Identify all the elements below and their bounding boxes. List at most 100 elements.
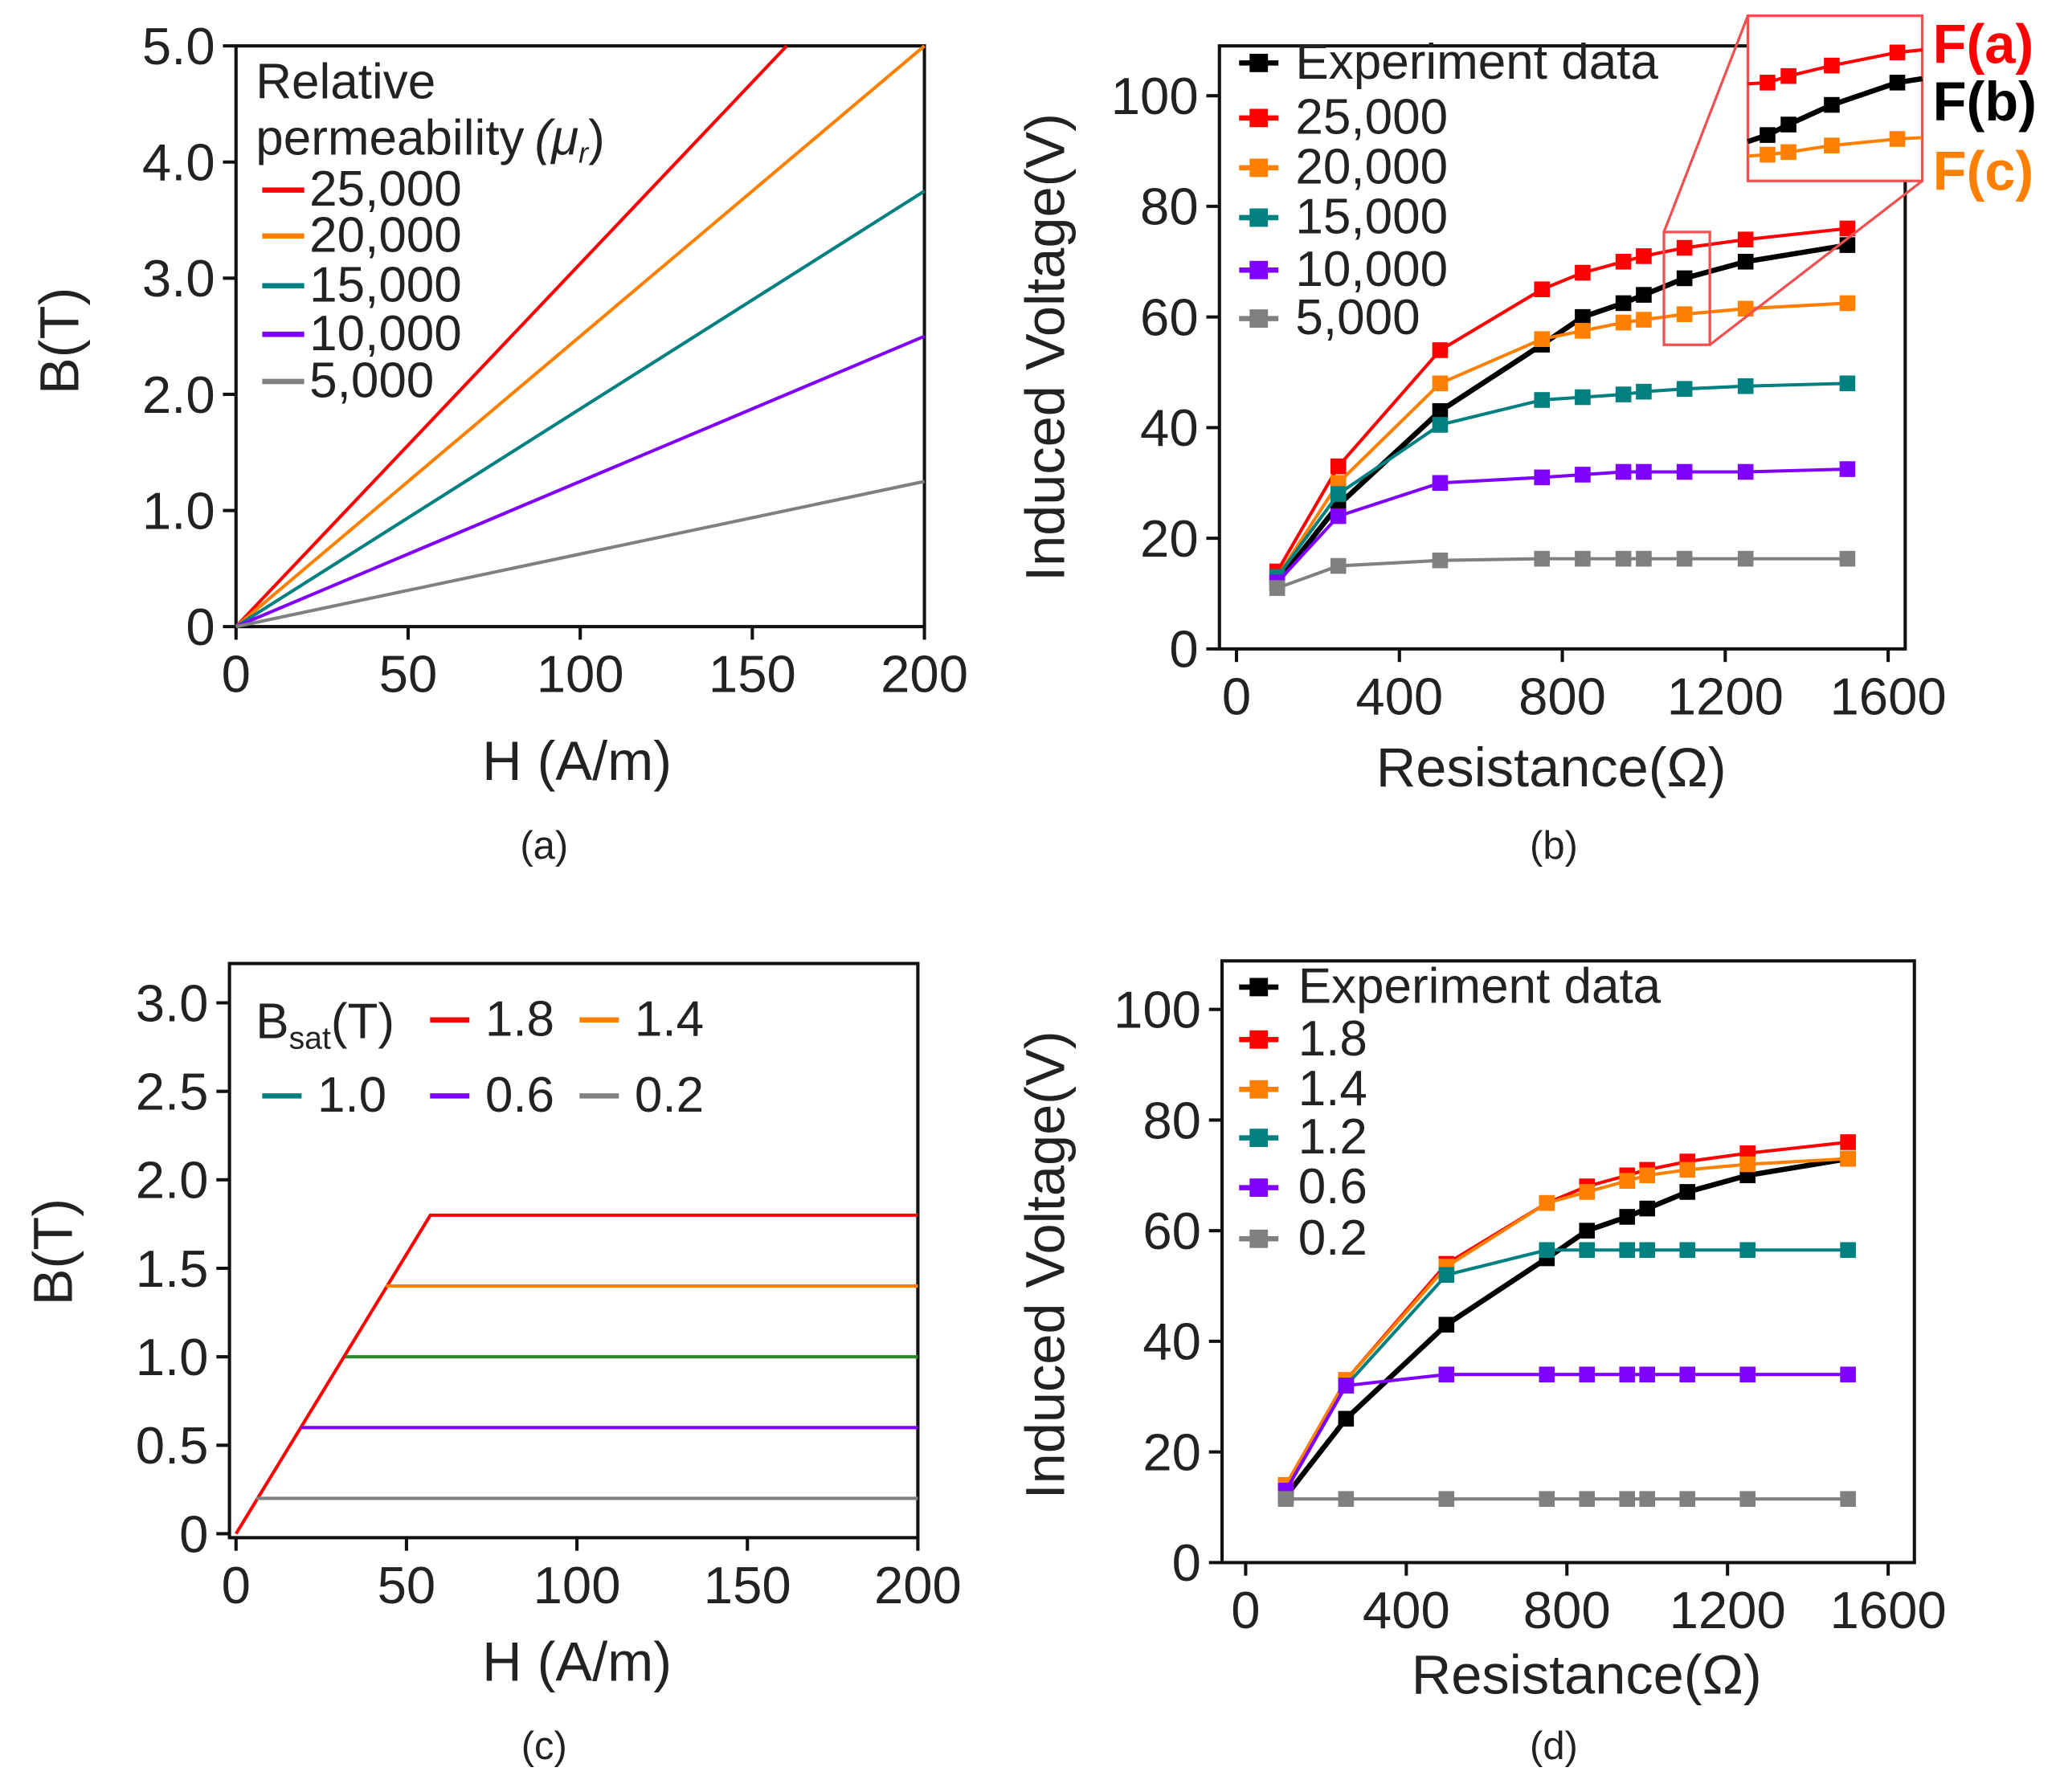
legend-label: 0.6	[1298, 1159, 1367, 1214]
series-line-1	[235, 44, 926, 628]
x-tick-label: 100	[533, 1556, 621, 1614]
data-point	[1575, 264, 1591, 281]
x-tick-label: 100	[537, 645, 624, 704]
y-tick-label: 4.0	[142, 133, 215, 192]
data-point	[1737, 378, 1754, 394]
series-line-4	[1276, 467, 1848, 584]
inset-point	[1780, 67, 1796, 84]
panel-d: 0 400 800 1200 1600 0 20 40 60 80 100 Resistance(Ω)…	[1015, 959, 1947, 1769]
legend-label: Experiment data	[1298, 959, 1662, 1014]
legend: Experiment data25,00020,00015,00010,0005…	[1239, 35, 1658, 345]
data-point	[1534, 392, 1550, 408]
data-point	[1639, 1167, 1656, 1184]
legend-title-sub: sat	[289, 1022, 331, 1056]
data-point	[1432, 342, 1449, 358]
legend-marker	[1249, 309, 1269, 329]
data-point	[1534, 331, 1550, 347]
inset-point	[1889, 75, 1906, 91]
x-tick-label: 50	[378, 1556, 436, 1614]
data-point	[1739, 1491, 1756, 1507]
y-tick-label: 3.0	[142, 249, 215, 308]
legend-label: 1.4	[1298, 1061, 1367, 1116]
data-point	[1615, 463, 1632, 480]
y-tick-label: 20	[1142, 1423, 1201, 1481]
inset-point	[1824, 137, 1840, 153]
x-tick-label: 0	[1231, 1581, 1260, 1639]
legend-label: 25,000	[1295, 89, 1448, 145]
y-axis-title: Induced Voltage(V)	[1015, 113, 1077, 582]
data-point	[1839, 375, 1856, 392]
data-point	[1539, 1491, 1555, 1507]
x-tick-label: 1600	[1830, 1581, 1947, 1639]
data-point	[1840, 1150, 1856, 1167]
data-point	[1579, 1242, 1596, 1259]
data-point	[1575, 308, 1591, 325]
data-point	[1330, 458, 1347, 475]
legend: Bsat(T) 1.8 1.4 1.0 0.6 0.2	[255, 991, 704, 1123]
y-tick-label: 0	[1169, 620, 1198, 679]
panel-caption: (c)	[521, 1725, 567, 1768]
data-point	[1840, 1366, 1856, 1383]
legend-label: 0.2	[635, 1067, 704, 1123]
data-point	[1636, 550, 1652, 567]
data-point	[1432, 417, 1449, 433]
legend-label: 25,000	[309, 161, 462, 217]
data-point	[1575, 389, 1591, 406]
data-point	[1575, 467, 1591, 483]
data-point	[1338, 1410, 1355, 1427]
data-point	[1539, 1242, 1555, 1259]
inset-point	[1824, 57, 1840, 74]
y-tick-label: 1.5	[136, 1239, 209, 1298]
data-point	[1737, 463, 1754, 480]
legend-label: 0.6	[485, 1067, 554, 1123]
x-tick-label: 400	[1355, 667, 1443, 725]
inset-point	[1780, 116, 1796, 133]
inset-point	[1760, 127, 1776, 143]
x-tick-label: 800	[1518, 667, 1606, 725]
y-tick-label: 100	[1114, 981, 1201, 1039]
legend-label: 10,000	[309, 306, 462, 361]
data-point	[1432, 375, 1449, 392]
legend-marker	[1249, 978, 1269, 997]
data-point	[1679, 1161, 1695, 1178]
data-point	[1539, 1194, 1555, 1211]
zoom-connector	[1662, 15, 1749, 233]
legend-label: 1.8	[485, 991, 554, 1047]
series-line-1	[1284, 1140, 1849, 1486]
legend-marker	[1249, 1129, 1269, 1148]
data-point	[1438, 1366, 1455, 1383]
data-point	[1639, 1200, 1656, 1217]
inset-point	[1889, 131, 1906, 147]
data-point	[1840, 1134, 1856, 1150]
data-point	[1676, 306, 1693, 322]
data-point	[1438, 1491, 1455, 1507]
legend-marker	[1249, 158, 1269, 178]
y-tick-label: 80	[1142, 1091, 1201, 1149]
data-point	[1639, 1242, 1656, 1259]
data-point	[1438, 1316, 1455, 1333]
series-line-4	[235, 480, 925, 629]
data-point	[1679, 1366, 1695, 1383]
legend-marker	[1249, 1178, 1269, 1198]
x-axis-title: Resistance(Ω)	[1412, 1644, 1762, 1706]
series-line-0	[1283, 1156, 1849, 1498]
x-tick-label: 1600	[1830, 667, 1947, 725]
legend-label: Experiment data	[1295, 35, 1658, 90]
inset-point	[1889, 44, 1906, 61]
series-line-3	[1284, 1248, 1849, 1492]
series-line-2	[1284, 1157, 1849, 1486]
y-tick-label: 60	[1140, 288, 1199, 346]
data-point	[1579, 1366, 1596, 1383]
y-tick-label: 1.0	[136, 1328, 209, 1386]
legend-label: 15,000	[309, 257, 462, 312]
mu-symbol: (μ	[535, 111, 579, 166]
legend-label: 0.2	[1298, 1210, 1367, 1266]
plot-frame	[227, 961, 920, 1540]
inset-label: F(b)	[1933, 71, 2037, 133]
data-point	[1534, 550, 1550, 567]
inset-point	[1780, 144, 1796, 161]
